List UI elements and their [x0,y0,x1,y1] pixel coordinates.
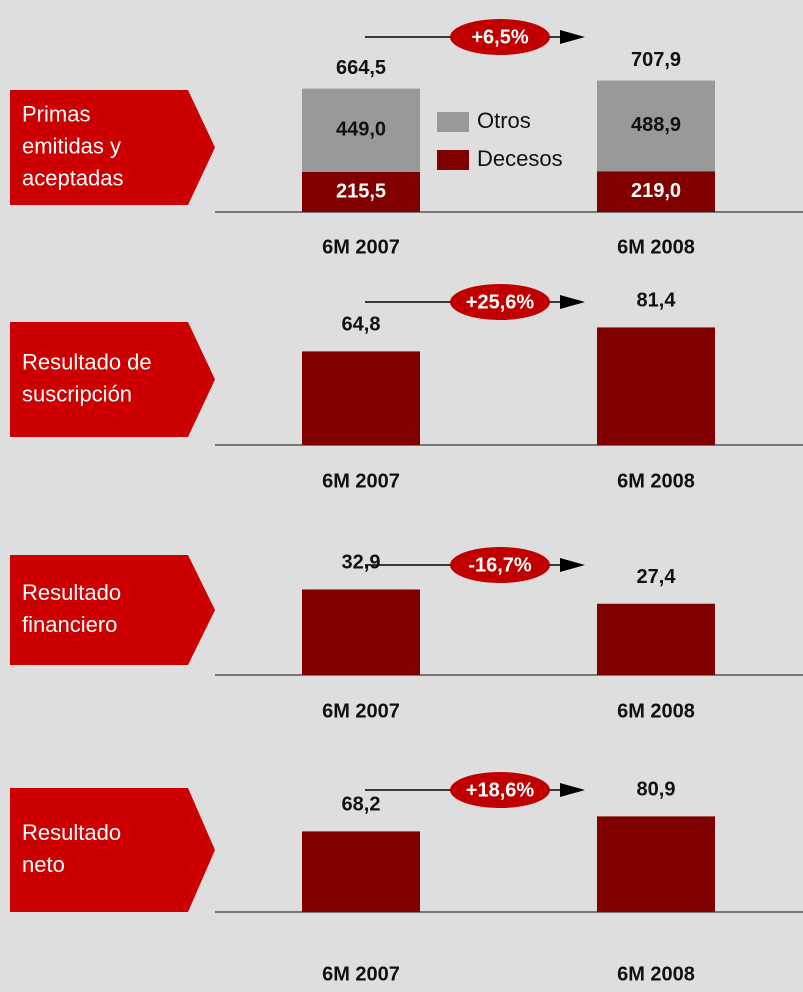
growth-arrow-head [560,783,585,797]
value-label: 32,9 [342,552,381,574]
label-text: Primas [22,101,90,126]
bar-segment [302,171,420,212]
x-tick-label: 6M 2008 [617,963,695,985]
value-label: 68,2 [342,794,381,816]
label-text: neto [22,852,65,877]
x-tick-label: 6M 2008 [617,236,695,258]
label-box [10,788,215,912]
growth-arrow-head [560,558,585,572]
x-tick-label: 6M 2007 [322,470,400,492]
value-label: 488,9 [631,114,681,136]
bar [302,831,420,912]
bar [302,351,420,445]
label-text: financiero [22,612,117,637]
label-text: emitidas y [22,133,121,158]
label-text: Resultado [22,820,121,845]
value-label: 449,0 [336,119,386,141]
x-tick-label: 6M 2008 [617,470,695,492]
growth-label: +6,5% [471,26,528,48]
x-tick-label: 6M 2007 [322,963,400,985]
value-label: 81,4 [637,290,677,312]
legend-swatch [437,112,469,132]
legend-label: Otros [477,108,531,133]
bar [597,603,715,675]
bar [302,589,420,675]
bar-segment [597,80,715,172]
growth-label: +18,6% [466,779,535,801]
total-label: 707,9 [631,49,681,71]
value-label: 64,8 [342,314,381,336]
label-text: Resultado de [22,349,152,374]
label-box [10,90,215,205]
label-box [10,555,215,665]
bar [597,327,715,445]
label-box [10,322,215,437]
value-label: 215,5 [336,180,386,202]
total-label: 664,5 [336,57,386,79]
x-tick-label: 6M 2008 [617,700,695,722]
bar-segment [302,88,420,172]
growth-arrow-head [560,30,585,44]
x-tick-label: 6M 2007 [322,700,400,722]
label-text: Resultado [22,580,121,605]
growth-arrow-head [560,295,585,309]
bar [597,816,715,912]
bar-segment [597,171,715,212]
growth-badge [450,284,550,320]
growth-label: +25,6% [466,291,535,313]
label-text: suscripción [22,381,132,406]
x-tick-label: 6M 2007 [322,236,400,258]
legend-label: Decesos [477,146,563,171]
growth-label: -16,7% [468,554,532,576]
growth-badge [450,772,550,808]
label-text: aceptadas [22,165,124,190]
growth-badge [450,547,550,583]
legend-swatch [437,150,469,170]
value-label: 27,4 [637,566,677,588]
value-label: 219,0 [631,180,681,202]
value-label: 80,9 [637,779,676,801]
growth-badge [450,19,550,55]
